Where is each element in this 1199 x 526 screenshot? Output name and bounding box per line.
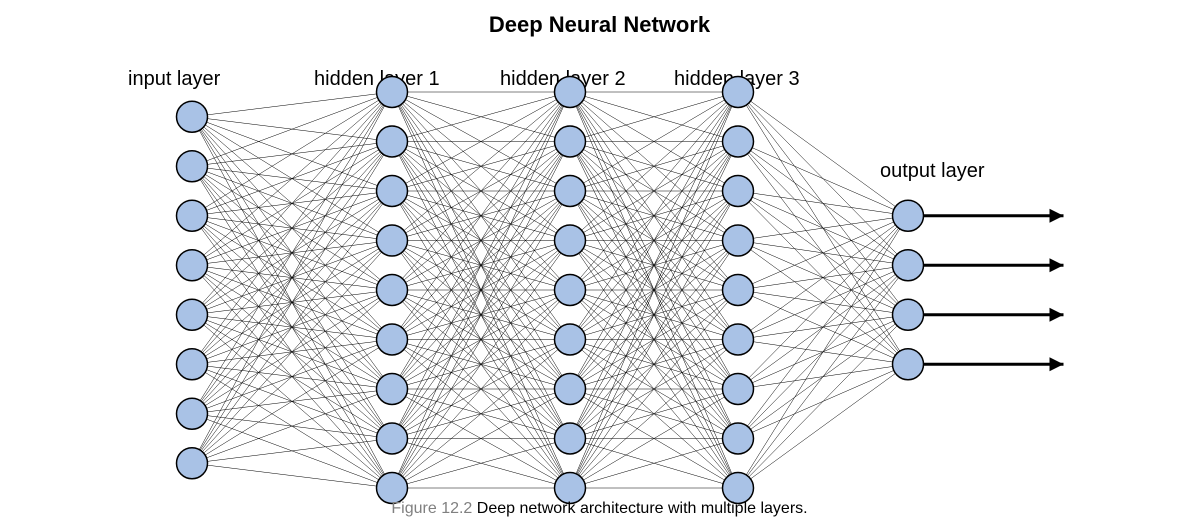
figure-text: Deep network architecture with multiple … — [477, 500, 808, 517]
layer-label-input: input layer — [128, 68, 220, 91]
figure-caption: Figure 12.2 Deep network architecture wi… — [0, 500, 1199, 518]
layer-label-hidden3: hidden layer 3 — [674, 68, 800, 91]
layer-label-hidden1: hidden layer 1 — [314, 68, 440, 91]
figure-number: Figure 12.2 — [391, 500, 476, 517]
layer-label-output: output layer — [880, 160, 985, 183]
layer-label-hidden2: hidden layer 2 — [500, 68, 626, 91]
diagram-title: Deep Neural Network — [0, 12, 1199, 38]
